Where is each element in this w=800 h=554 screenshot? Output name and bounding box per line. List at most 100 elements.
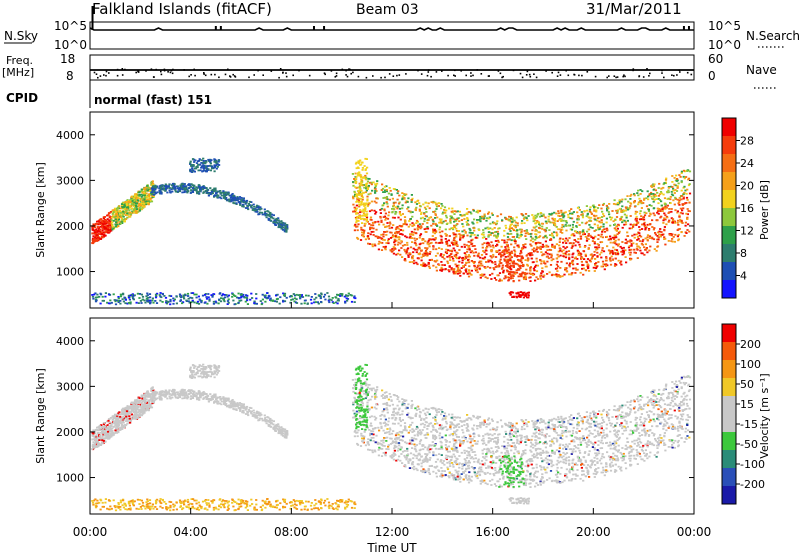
- power-echo-2631: [389, 189, 392, 192]
- nsearch-tick-top: 10^5: [708, 19, 741, 33]
- power-echo-3937: [591, 257, 594, 259]
- power-echo-2744: [415, 219, 419, 222]
- power-echo-631: [99, 228, 102, 231]
- power-echo-606: [91, 242, 94, 244]
- power-echo-663: [101, 233, 104, 236]
- power-echo-1929: [399, 218, 402, 221]
- power-echo-3960: [417, 226, 421, 228]
- power-echo-2555: [483, 242, 486, 244]
- power-echo-2412: [421, 253, 424, 256]
- power-echo-792: [250, 206, 253, 209]
- power-echo-938: [179, 188, 182, 191]
- power-echo-4196: [375, 197, 378, 200]
- power-echo-2669: [663, 217, 666, 220]
- power-echo-913: [222, 192, 225, 195]
- power-echo-1873: [452, 232, 455, 234]
- power-echo-877: [180, 187, 183, 190]
- power-echo-1911: [653, 227, 656, 229]
- power-echo-4374: [357, 201, 361, 203]
- power-echo-2561: [644, 243, 647, 246]
- nave-dot-67: [535, 76, 538, 79]
- power-echo-1109: [192, 184, 195, 187]
- velocity-echo-207: [91, 434, 94, 437]
- power-echo-2609: [568, 264, 571, 267]
- power-echo-2538: [626, 231, 629, 234]
- power-echo-3380: [619, 245, 622, 248]
- velocity-echo-159: [121, 421, 124, 424]
- power-echo-1437: [117, 301, 120, 303]
- power-echo-2687: [466, 218, 469, 220]
- power-echo-3094: [651, 185, 654, 187]
- power-echo-4108: [496, 243, 499, 246]
- power-echo-1138: [155, 186, 158, 188]
- nave-label: Nave: [746, 63, 777, 77]
- power-echo-3555: [577, 218, 580, 220]
- power-echo-669: [113, 216, 116, 218]
- power-echo-2929: [440, 235, 443, 238]
- power-echo-1146: [212, 188, 215, 191]
- power-echo-1793: [416, 220, 419, 223]
- power-echo-1450: [354, 297, 357, 300]
- power-echo-2380: [485, 219, 488, 222]
- power-echo-1977: [453, 224, 456, 227]
- power-echo-3185: [380, 221, 383, 223]
- power-echo-1568: [266, 292, 269, 294]
- power-echo-1620: [314, 301, 317, 303]
- power-echo-3964: [575, 225, 578, 227]
- nave-dot-37: [345, 74, 347, 76]
- power-echo-1815: [659, 208, 662, 211]
- power-echo-2499: [596, 256, 599, 258]
- power-echo-4234: [560, 226, 563, 229]
- power-echo-1178: [233, 197, 236, 200]
- power-echo-1013: [159, 187, 162, 190]
- power-echo-1177: [222, 194, 225, 197]
- power-echo-2159: [653, 198, 656, 201]
- power-echo-2869: [564, 252, 567, 255]
- power-echo-2487: [645, 212, 648, 215]
- power-echo-2046: [612, 241, 615, 244]
- power-echo-4389: [363, 165, 366, 167]
- power-echo-552: [109, 227, 112, 229]
- power-echo-2204: [518, 255, 521, 257]
- power-echo-4235: [490, 260, 493, 263]
- power-echo-3862: [629, 258, 632, 261]
- power-echo-510: [109, 229, 113, 232]
- power-echo-3681: [452, 239, 455, 242]
- power-echo-4523: [517, 292, 520, 295]
- power-echo-2119: [416, 263, 419, 266]
- power-echo-3189: [544, 240, 547, 243]
- power-echo-871: [261, 213, 264, 216]
- power-echo-3101: [504, 224, 507, 227]
- power-echo-4008: [623, 213, 626, 216]
- power-echo-862: [219, 192, 222, 195]
- power-echo-1276: [205, 160, 208, 163]
- nave-dot-46: [480, 73, 483, 75]
- power-echo-641: [95, 234, 98, 236]
- power-echo-3952: [571, 245, 574, 248]
- power-echo-1151: [214, 187, 217, 190]
- power-echo-4478: [522, 272, 525, 274]
- velocity-echo-39: [98, 429, 102, 432]
- power-echo-2607: [458, 210, 461, 213]
- power-echo-3718: [441, 222, 444, 225]
- power-echo-16: [139, 199, 142, 202]
- power-echo-1681: [249, 298, 252, 301]
- power-echo-2799: [380, 237, 383, 240]
- power-echo-1698: [207, 296, 210, 299]
- power-echo-1595: [179, 300, 182, 302]
- power-echo-3027: [386, 217, 390, 220]
- power-echo-608: [102, 223, 105, 226]
- power-echo-3757: [560, 218, 563, 221]
- power-echo-1640: [218, 298, 221, 301]
- power-echo-2738: [411, 197, 414, 200]
- power-echo-3328: [564, 247, 567, 250]
- power-echo-4259: [544, 230, 547, 233]
- power-echo-518: [101, 224, 104, 227]
- power-echo-4038: [441, 205, 444, 207]
- power-echo-1574: [239, 293, 242, 296]
- power-echo-1539: [132, 297, 135, 300]
- power-echo-3805: [612, 253, 615, 255]
- power-echo-2679: [583, 246, 586, 248]
- power-echo-3184: [496, 274, 499, 277]
